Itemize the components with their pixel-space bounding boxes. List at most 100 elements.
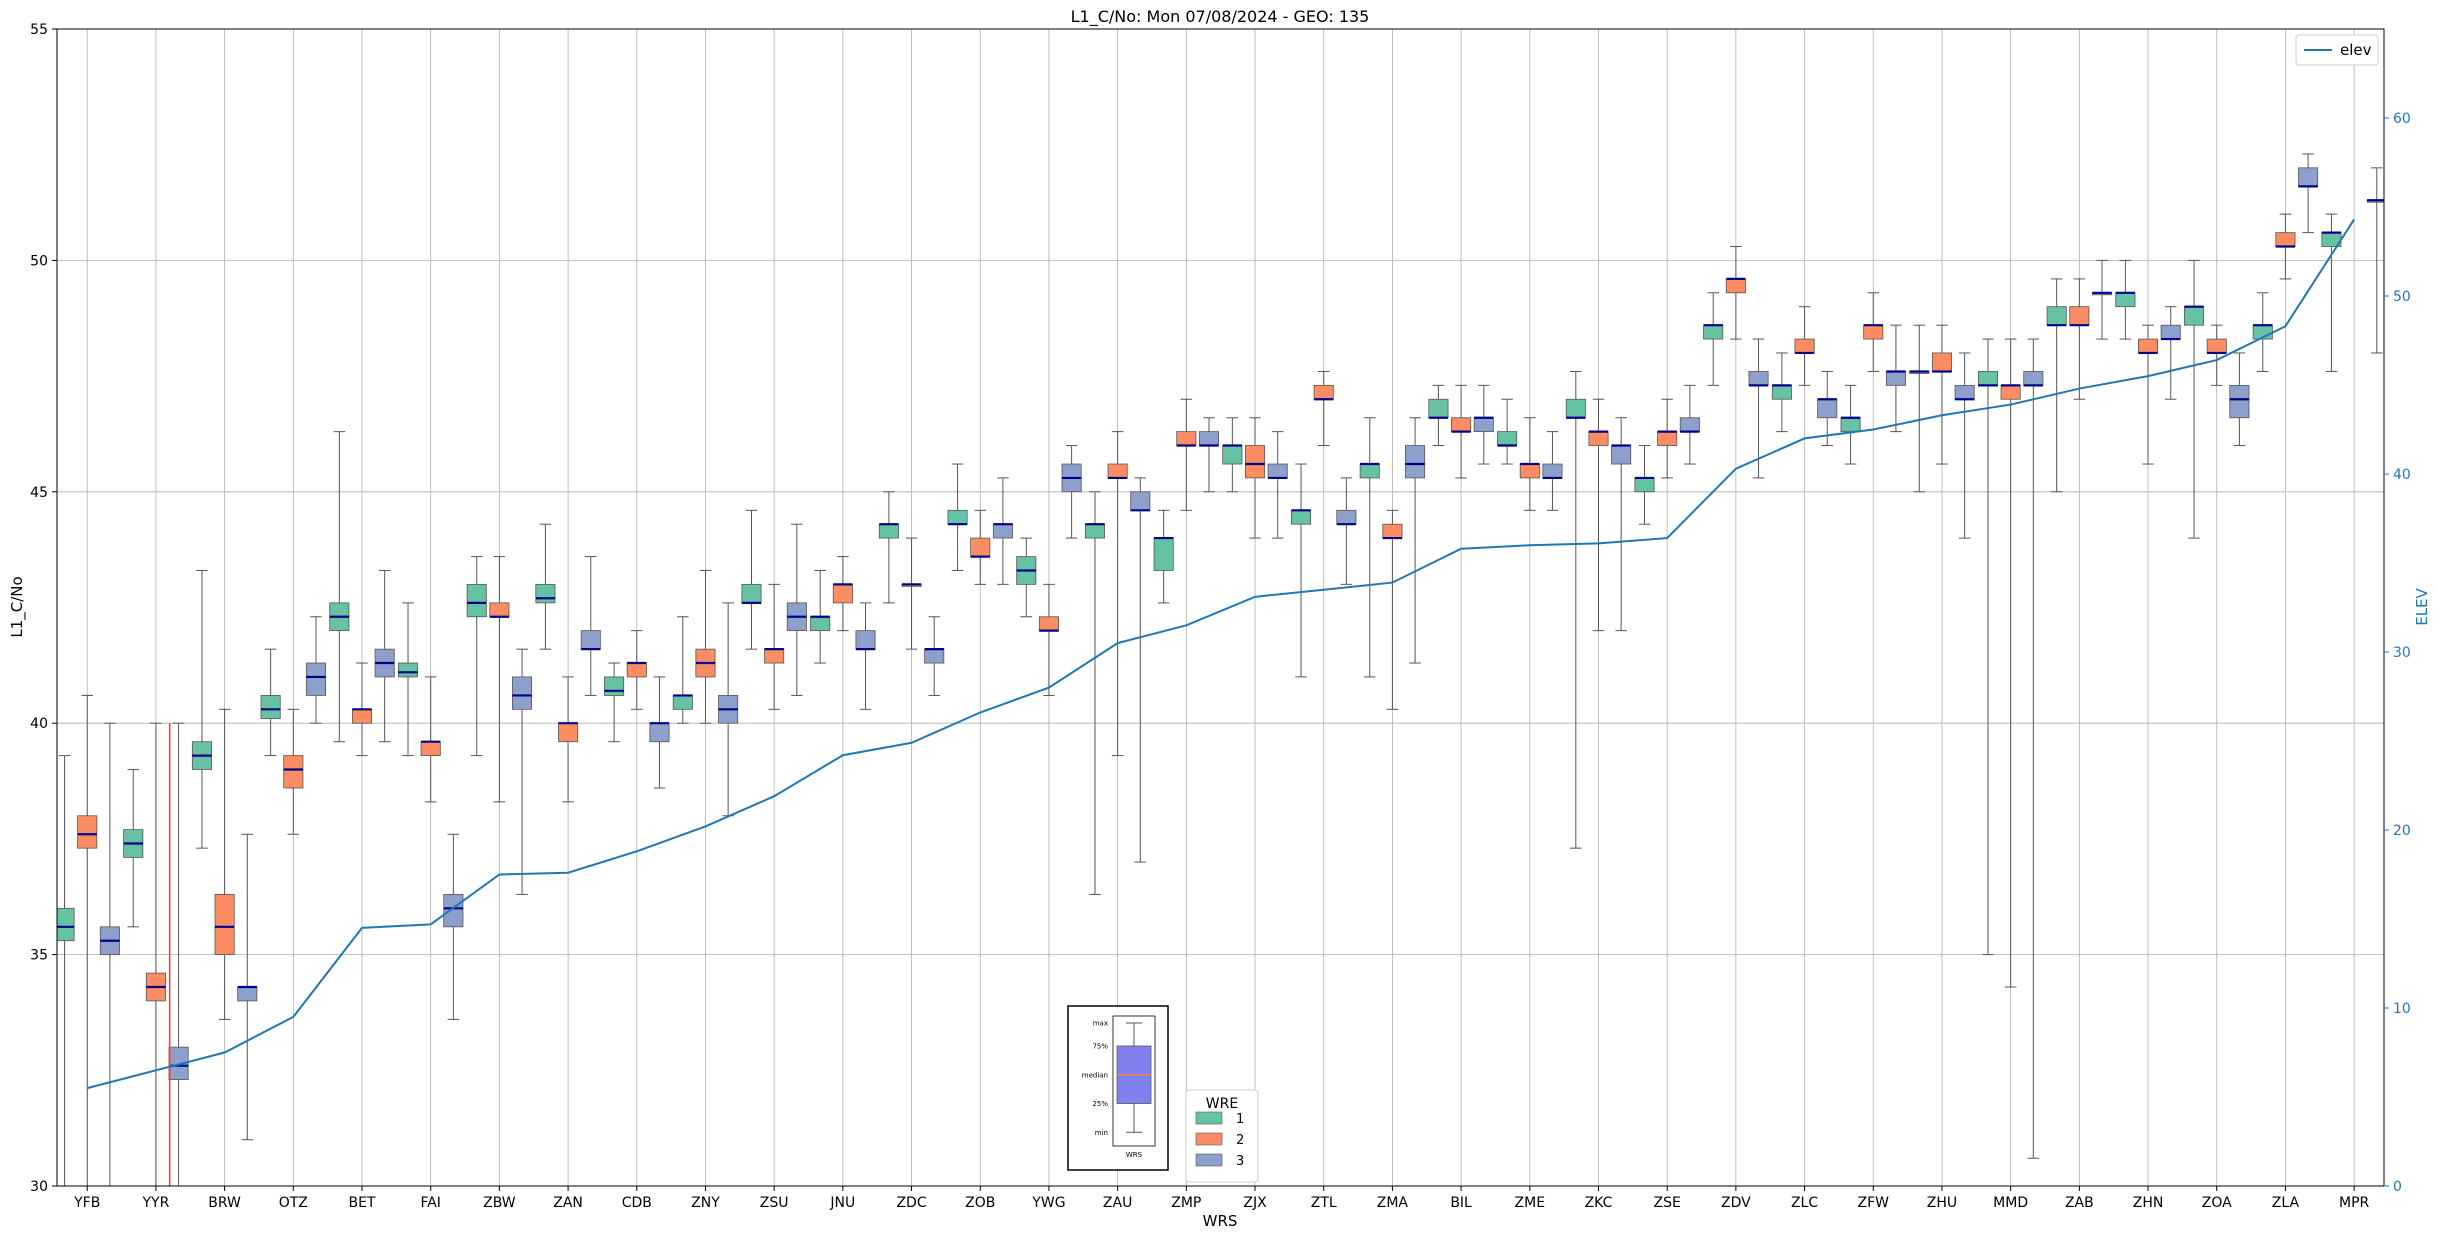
box-iqr [260,695,281,719]
y2-tick-label: 0 [2393,1179,2402,1195]
box-wre2-zbw [489,556,510,803]
box-iqr [1451,417,1472,433]
box-wre3-ywg [1061,445,1082,539]
y2-tick-label: 40 [2393,467,2411,483]
y-tick-label: 45 [30,485,48,501]
box-wre2-zan [558,676,579,803]
box-iqr [1313,384,1334,400]
x-tick-label: ZHU [1927,1195,1957,1211]
box-iqr [764,648,785,664]
box-wre3-mpr [2366,167,2384,354]
box-wre2-fai [420,676,441,803]
box-wre3-zjx [1267,431,1288,539]
box-wre2-zhu [1931,324,1952,465]
box-wre3-zla [2298,153,2319,234]
box-wre1-zse [1634,445,1655,525]
inset-label: 25% [1092,1100,1108,1108]
box-iqr [2160,324,2181,340]
x-tick-label: ZDV [1721,1195,1751,1211]
box-iqr [2046,306,2067,326]
x-tick-label: ZDC [896,1195,926,1211]
box-iqr [1634,477,1655,493]
x-tick-label: OTZ [279,1195,308,1211]
box-wre3-zhu [1954,352,1975,539]
box-iqr [1611,445,1632,465]
x-tick-label: ZNY [691,1195,720,1211]
box-wre2-zse [1657,398,1678,479]
box-iqr [57,907,75,942]
x-tick-label: ZOB [965,1195,995,1211]
box-wre2-ywg [1038,583,1059,696]
box-iqr [2069,306,2090,326]
box-iqr [1198,431,1220,446]
box-iqr [626,662,647,678]
elevation-series [86,218,2355,1090]
box-wre1-zdc [878,491,899,604]
box-iqr [77,815,98,849]
box-iqr [580,630,601,650]
x-tick-label: ZHN [2133,1195,2164,1211]
box-iqr [1153,537,1174,571]
wre-legend: WRE 1 2 3 [1185,1089,1259,1183]
box-iqr [1130,491,1151,511]
box-wre1-ztl [1291,463,1312,678]
box-iqr [443,894,464,928]
axes: 30 35 40 45 50 55 0 10 20 30 40 50 60 YFB YYR BRW OTZ BET… [30,22,2411,1211]
box-wre1-zfw [1840,384,1861,465]
box-iqr [2138,338,2159,354]
box-wre1-bet [329,431,350,743]
box-wre2-ztl [1313,370,1334,447]
box-wre1-mpr [2321,213,2342,372]
box-iqr [535,583,556,604]
box-wre3-zbw [512,648,533,895]
box-iqr [1657,431,1678,446]
box-iqr [1222,445,1243,465]
box-iqr [2298,167,2319,187]
box-wre3-zme [1542,431,1563,511]
box-wre3-zfw [1885,324,1906,433]
y2-tick-label: 50 [2393,289,2411,305]
box-wre1-zhn [2115,259,2136,340]
box-wre1-zsu [741,509,762,650]
box-wre2-zjx [1245,417,1266,539]
inset-label: 75% [1092,1043,1108,1051]
box-wre1-zan [535,523,556,650]
box-iqr [1840,417,1861,433]
x-tick-label: ZFW [1858,1195,1890,1211]
box-iqr [489,602,510,618]
box-iqr [947,509,968,525]
box-wre1-zau [1084,491,1105,895]
box-iqr [1725,278,1746,294]
x-tick-label: CDB [622,1195,652,1211]
y2-tick-label: 30 [2393,645,2411,661]
box-wre1-zme [1497,398,1518,465]
box-iqr [512,676,533,710]
box-wre2-bet [351,662,373,757]
y-axis-label: L1_C/No [8,576,27,637]
box-wre3-zdv [1748,338,1769,479]
box-iqr [398,662,419,678]
x-tick-label: JNU [829,1195,855,1211]
inset-label: max [1093,1020,1108,1028]
box-iqr [1588,431,1609,446]
box-wre1-zmp [1153,509,1174,604]
box-wre1-zob [947,463,968,571]
box-iqr [1519,463,1540,479]
box-iqr [2184,306,2205,326]
elev-legend-label: elev [2340,41,2372,59]
box-wre2-zdc [901,537,922,650]
box-iqr [855,630,876,650]
box-wre2-mmd [2000,338,2021,988]
x-tick-label: ZSU [760,1195,789,1211]
box-wre2-zla [2275,213,2296,280]
x-tick-label: ZSE [1654,1195,1681,1211]
box-wre2-jnu [832,556,853,632]
chart-title: L1_C/No: Mon 07/08/2024 - GEO: 135 [1071,7,1370,27]
box-wre3-zsu [786,523,807,696]
box-iqr [1084,523,1105,539]
box-iqr [1107,463,1128,479]
box-iqr [1771,384,1792,400]
box-wre2-brw [214,708,235,1020]
box-iqr [924,648,945,664]
box-wre1-bil [1428,384,1449,447]
